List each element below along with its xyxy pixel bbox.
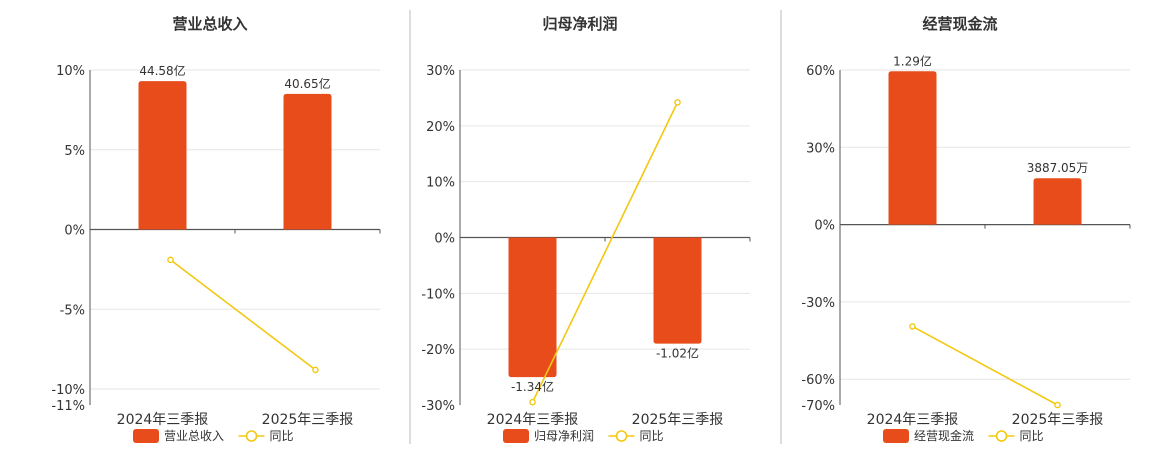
yoy-point-1	[529, 398, 536, 406]
legend-bar-label: 经营现金流	[914, 428, 974, 443]
y-tick-label: -20%	[421, 343, 455, 358]
y-tick-label: -11%	[51, 399, 85, 414]
yoy-line	[170, 259, 316, 371]
chart-title: 经营现金流	[922, 15, 997, 33]
y-tick-label: 30%	[806, 141, 835, 156]
yoy-point-2	[674, 99, 681, 106]
bar-1	[138, 81, 187, 230]
bar-2	[283, 93, 332, 230]
x-tick-label: 2025年三季报	[1012, 412, 1104, 428]
legend-line-label: 同比	[1020, 429, 1044, 443]
yoy-line	[912, 325, 1058, 406]
yoy-point-1	[167, 256, 174, 264]
bar-value-label-2: 40.65亿	[284, 76, 330, 91]
chart-panel-1: 营业总收入 10% 5% 0% -5% -10%-11% 44.58亿 40.65亿 2024年…	[51, 15, 381, 443]
y-tick-label: -60%	[801, 373, 835, 388]
bar-2	[653, 237, 702, 344]
x-tick-label: 2024年三季报	[487, 412, 579, 428]
legend-line-marker	[615, 430, 628, 442]
y-tick-label: -30%	[801, 296, 835, 311]
legend-bar-swatch	[503, 429, 529, 443]
x-tick-label: 2025年三季报	[632, 412, 724, 428]
yoy-line	[531, 102, 679, 403]
chart-panel-3: 经营现金流 60% 30% 0% -30% -60% -70% 1.29亿 3887.05万 20…	[801, 15, 1131, 443]
y-tick-label: -10%	[51, 383, 85, 398]
legend-bar-label: 归母净利润	[534, 429, 594, 443]
bar-2	[1033, 178, 1082, 225]
y-tick-label: 10%	[56, 64, 85, 79]
legend-line-marker	[245, 430, 258, 442]
x-tick-label: 2025年三季报	[262, 412, 354, 428]
y-tick-label: 5%	[64, 144, 85, 159]
chart-title: 营业总收入	[172, 15, 247, 33]
y-tick-label: 60%	[806, 64, 835, 79]
y-tick-label: 20%	[426, 120, 455, 135]
y-tick-label: -30%	[421, 399, 455, 414]
bar-value-label-2: -1.02亿	[656, 346, 699, 361]
legend-bar-swatch	[883, 429, 909, 443]
chart-panel-2: 归母净利润 30% 20% 10% 0% -10% -20% -30% -1.34亿 -1.02亿…	[421, 15, 751, 443]
yoy-point-2	[312, 366, 319, 374]
y-tick-label: -5%	[60, 303, 85, 318]
legend-line-label: 同比	[270, 429, 294, 443]
legend-bar-label: 营业总收入	[164, 429, 224, 443]
legend-line-label: 同比	[640, 429, 664, 443]
yoy-point-1	[909, 323, 916, 330]
chart-title: 归母净利润	[542, 15, 617, 33]
x-tick-label: 2024年三季报	[117, 412, 209, 428]
x-tick-label: 2024年三季报	[867, 412, 959, 428]
y-tick-label: 10%	[426, 176, 455, 191]
yoy-point-2	[1054, 401, 1061, 409]
bar-1	[508, 237, 557, 378]
y-tick-label: 0%	[434, 232, 455, 247]
bar-value-label-1: 1.29亿	[893, 53, 932, 68]
y-tick-label: 30%	[426, 64, 455, 79]
bar-value-label-1: 44.58亿	[139, 63, 185, 78]
legend-bar-swatch	[133, 429, 159, 443]
bar-value-label-2: 3887.05万	[1027, 161, 1089, 175]
bar-value-label-1: -1.34亿	[511, 379, 554, 394]
y-tick-label: 0%	[64, 224, 85, 239]
bar-1	[888, 71, 937, 225]
y-tick-label: -10%	[421, 287, 455, 302]
legend-line-marker	[995, 430, 1008, 442]
y-tick-label: 0%	[814, 219, 835, 234]
y-tick-label: -70%	[801, 399, 835, 414]
